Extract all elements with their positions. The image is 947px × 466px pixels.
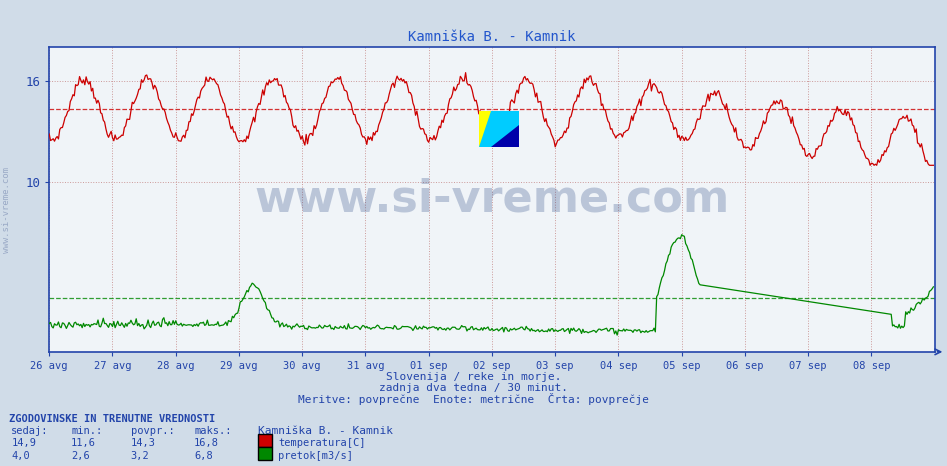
Text: 14,3: 14,3 bbox=[131, 439, 155, 448]
Text: pretok[m3/s]: pretok[m3/s] bbox=[278, 451, 353, 461]
Text: 3,2: 3,2 bbox=[131, 451, 150, 461]
Text: ZGODOVINSKE IN TRENUTNE VREDNOSTI: ZGODOVINSKE IN TRENUTNE VREDNOSTI bbox=[9, 414, 216, 424]
Text: 14,9: 14,9 bbox=[11, 439, 36, 448]
Polygon shape bbox=[491, 125, 519, 147]
Text: sedaj:: sedaj: bbox=[11, 426, 49, 436]
Text: povpr.:: povpr.: bbox=[131, 426, 174, 436]
Text: Meritve: povprečne  Enote: metrične  Črta: povprečje: Meritve: povprečne Enote: metrične Črta:… bbox=[298, 393, 649, 405]
Text: 16,8: 16,8 bbox=[194, 439, 219, 448]
Text: zadnja dva tedna / 30 minut.: zadnja dva tedna / 30 minut. bbox=[379, 384, 568, 393]
Text: 4,0: 4,0 bbox=[11, 451, 30, 461]
Text: Kamniška B. - Kamnik: Kamniška B. - Kamnik bbox=[258, 426, 393, 436]
Polygon shape bbox=[478, 111, 519, 147]
Text: www.si-vreme.com: www.si-vreme.com bbox=[255, 178, 729, 221]
Text: 6,8: 6,8 bbox=[194, 451, 213, 461]
Title: Kamniška B. - Kamnik: Kamniška B. - Kamnik bbox=[408, 30, 576, 44]
Text: 11,6: 11,6 bbox=[71, 439, 96, 448]
Text: temperatura[C]: temperatura[C] bbox=[278, 439, 366, 448]
Text: 2,6: 2,6 bbox=[71, 451, 90, 461]
Text: www.si-vreme.com: www.si-vreme.com bbox=[2, 167, 11, 253]
Text: min.:: min.: bbox=[71, 426, 102, 436]
Text: maks.:: maks.: bbox=[194, 426, 232, 436]
Text: Slovenija / reke in morje.: Slovenija / reke in morje. bbox=[385, 372, 562, 382]
